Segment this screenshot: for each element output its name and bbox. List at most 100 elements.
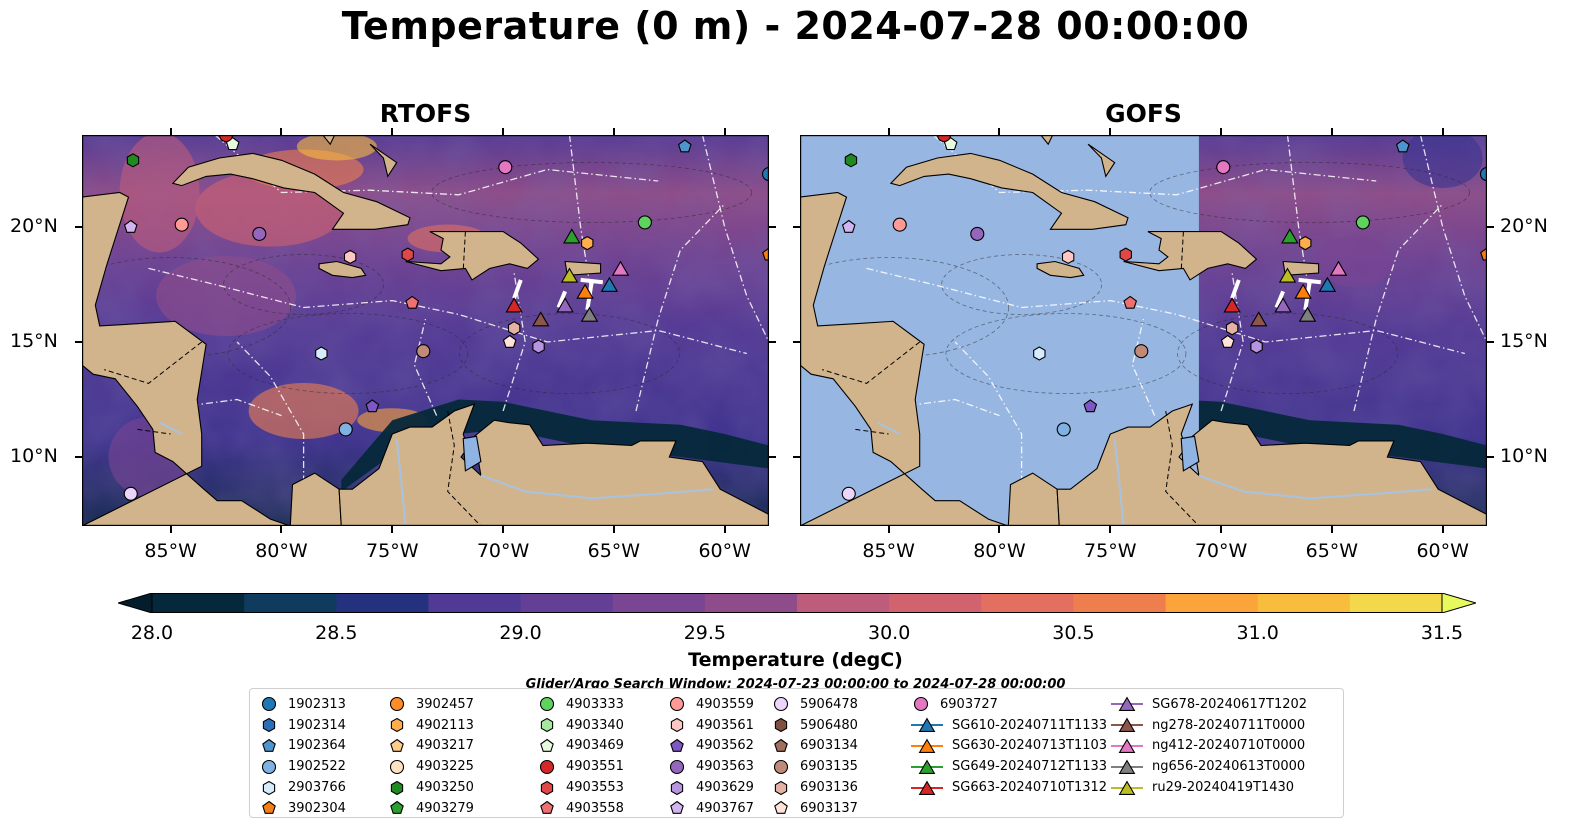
obs-marker-6903135[interactable] xyxy=(1134,344,1149,359)
lat-tick-label-right: 15°N xyxy=(1500,330,1548,352)
lat-tick-label-right: 10°N xyxy=(1500,445,1548,467)
obs-marker-4903333[interactable] xyxy=(637,215,652,230)
lon-tick-mark xyxy=(1109,128,1112,135)
obs-marker-4903333[interactable] xyxy=(1355,215,1370,230)
obs-marker-1902364[interactable] xyxy=(1395,139,1410,153)
obs-marker-4903767[interactable] xyxy=(123,219,138,233)
obs-marker-4903558[interactable] xyxy=(405,295,420,309)
lon-tick-mark xyxy=(280,526,283,533)
glider-track xyxy=(556,290,567,309)
obs-marker-ng656-20240613T0000[interactable] xyxy=(1298,306,1317,322)
obs-marker-4903551[interactable] xyxy=(219,135,234,143)
obs-marker-ru29-20240419T1430[interactable] xyxy=(560,267,579,283)
obs-marker-4903558[interactable] xyxy=(1123,295,1138,309)
obs-marker-6903136[interactable] xyxy=(507,321,521,336)
obs-marker-6903137[interactable] xyxy=(502,334,517,348)
legend-marker-hexagon-icon xyxy=(774,780,788,795)
obs-marker-4903767[interactable] xyxy=(841,219,856,233)
obs-marker-1902364[interactable] xyxy=(677,139,692,153)
eez-boundary xyxy=(866,267,1465,355)
legend-item: 4903217 xyxy=(386,736,474,757)
obs-marker-5906478[interactable] xyxy=(841,486,856,501)
map-rtofs[interactable] xyxy=(82,135,769,526)
obs-marker-6903137[interactable] xyxy=(1220,334,1235,348)
obs-marker-6903135[interactable] xyxy=(416,344,431,359)
legend-item: 4903333 xyxy=(536,694,624,715)
legend-item: ng656-20240613T0000 xyxy=(1110,756,1307,777)
obs-marker-SG678-20240617T1202[interactable] xyxy=(556,297,574,313)
obs-marker-3902304[interactable] xyxy=(1480,247,1487,261)
legend-marker-circle-icon xyxy=(539,697,555,712)
obs-marker-SG610-20240711T1133[interactable] xyxy=(600,276,619,292)
obs-marker-4903563[interactable] xyxy=(252,226,267,241)
obs-marker-4903250[interactable] xyxy=(844,153,858,168)
obs-marker-SG663-20240710T1312[interactable] xyxy=(505,297,523,313)
obs-marker-SG663-20240710T1312[interactable] xyxy=(1223,297,1241,313)
obs-marker-4903629[interactable] xyxy=(1250,339,1263,354)
colorbar-segment xyxy=(612,593,706,613)
obs-marker-1902313[interactable] xyxy=(761,167,770,182)
lon-tick-label: 60°W xyxy=(1416,540,1469,562)
obs-marker-SG630-20240713T1103[interactable] xyxy=(576,283,594,299)
obs-marker-4903553[interactable] xyxy=(1119,247,1132,262)
legend-label: 4903562 xyxy=(696,738,754,754)
obs-marker-2903766[interactable] xyxy=(1033,346,1046,361)
eez-boundary xyxy=(413,318,438,416)
land-hispaniola xyxy=(1123,231,1258,281)
obs-marker-1902313[interactable] xyxy=(1479,167,1488,182)
obs-marker-4903562[interactable] xyxy=(1083,399,1098,413)
obs-marker-4903629[interactable] xyxy=(532,339,545,354)
obs-marker-3902304[interactable] xyxy=(762,247,769,261)
obs-marker-SG649-20240712T1133[interactable] xyxy=(1281,228,1299,244)
obs-marker-SG630-20240713T1103[interactable] xyxy=(1294,283,1312,299)
obs-marker-4902113[interactable] xyxy=(581,235,594,251)
lat-tick-label-left: 20°N xyxy=(10,215,58,237)
obs-marker-4903559[interactable] xyxy=(892,217,907,232)
lon-tick-label: 80°W xyxy=(255,540,308,562)
obs-marker-4903250[interactable] xyxy=(126,153,140,168)
obs-marker-4903561[interactable] xyxy=(1061,249,1075,265)
obs-marker-4903553[interactable] xyxy=(401,247,414,262)
map-frame xyxy=(82,135,769,526)
legend-item: SG610-20240711T1133 xyxy=(910,715,1107,736)
obs-marker-6903727[interactable] xyxy=(498,160,513,175)
lon-tick-mark xyxy=(998,128,1001,135)
colorbar-tick-label: 29.0 xyxy=(499,622,542,644)
obs-marker-ng412-20240710T0000[interactable] xyxy=(611,260,630,276)
land-jamaica xyxy=(318,260,367,279)
obs-marker-4903562[interactable] xyxy=(365,399,380,413)
obs-marker-ng278-20240711T0000[interactable] xyxy=(1249,311,1268,327)
obs-marker-ng278-20240711T0000[interactable] xyxy=(531,311,550,327)
obs-marker-6903136[interactable] xyxy=(1225,321,1239,336)
eez-boundary xyxy=(1220,272,1244,412)
obs-marker-2903766[interactable] xyxy=(315,346,328,361)
obs-marker-ng412-20240710T0000[interactable] xyxy=(1329,260,1348,276)
legend-item: 5906480 xyxy=(770,715,858,736)
obs-marker-1902522[interactable] xyxy=(1056,422,1071,437)
obs-marker-5906478[interactable] xyxy=(123,486,138,501)
obs-marker-SG678-20240617T1202[interactable] xyxy=(1274,297,1292,313)
obs-marker-4903559[interactable] xyxy=(174,217,189,232)
legend-marker-pentagon-icon xyxy=(262,738,276,752)
obs-marker-SG610-20240711T1133[interactable] xyxy=(1318,276,1337,292)
obs-marker-SG649-20240712T1133[interactable] xyxy=(563,228,581,244)
legend-column: 1902313 1902314 1902364 1902522 2903766 39023… xyxy=(258,694,346,819)
map-gofs[interactable] xyxy=(800,135,1487,526)
obs-marker-6903727[interactable] xyxy=(1216,160,1231,175)
lat-tick-mark xyxy=(769,341,776,343)
lon-tick-mark xyxy=(280,128,283,135)
warm-patch xyxy=(1402,135,1483,188)
obs-marker-4903551[interactable] xyxy=(937,135,952,143)
lon-tick-label: 75°W xyxy=(366,540,419,562)
obs-marker-4903563[interactable] xyxy=(970,226,985,241)
obs-marker-4903561[interactable] xyxy=(343,249,357,265)
lon-tick-mark xyxy=(612,128,615,135)
obs-marker-1902522[interactable] xyxy=(338,422,353,437)
legend-item: 6903136 xyxy=(770,777,858,798)
obs-marker-ng656-20240613T0000[interactable] xyxy=(580,306,599,322)
obs-marker-ru29-20240419T1430[interactable] xyxy=(1278,267,1297,283)
obs-marker-4902113[interactable] xyxy=(1299,235,1312,251)
bathymetry-contour xyxy=(82,257,292,358)
country-border xyxy=(447,410,482,526)
legend-label: 4903217 xyxy=(416,738,474,754)
